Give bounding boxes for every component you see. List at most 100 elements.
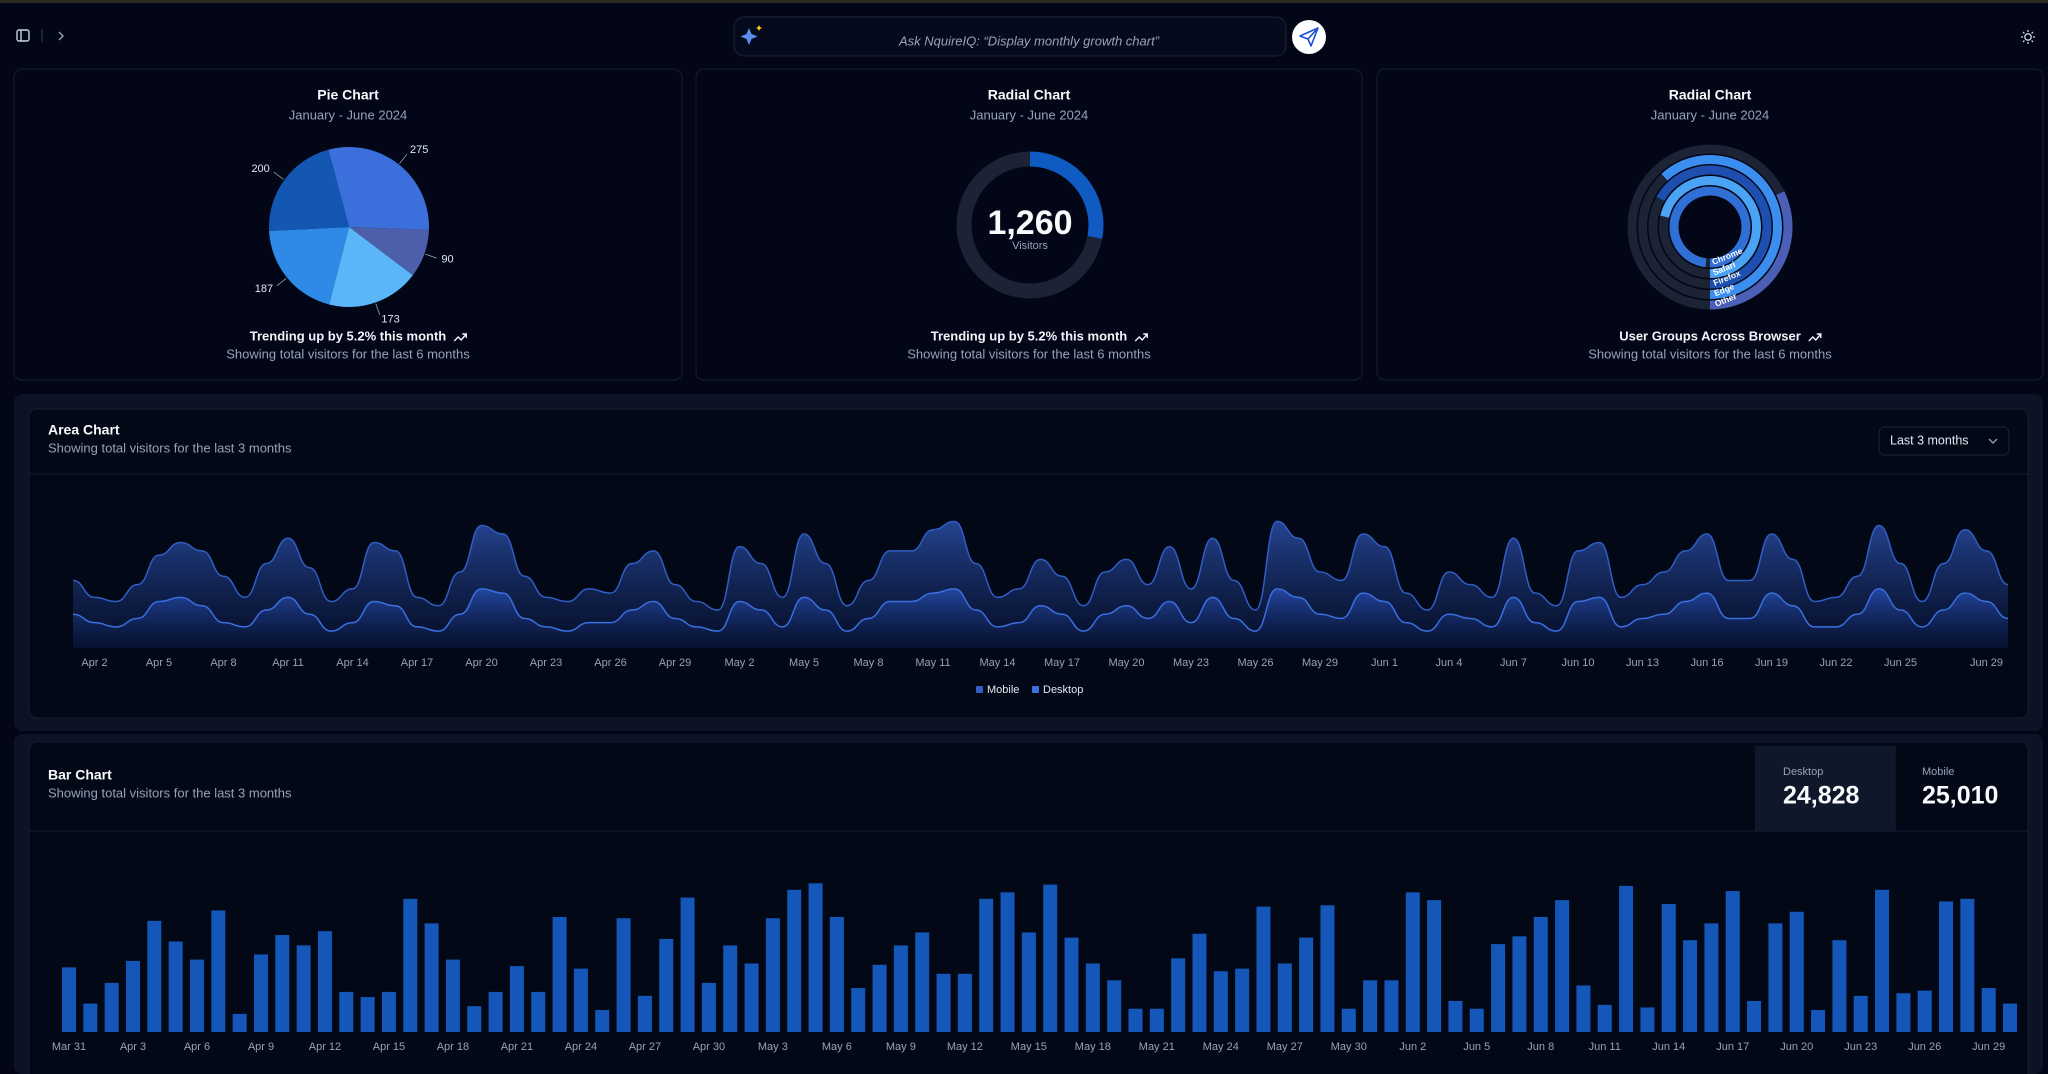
x-tick-label: Apr 3 bbox=[120, 1041, 146, 1053]
top-edge bbox=[0, 0, 2048, 3]
x-tick-label: Jun 19 bbox=[1755, 657, 1788, 669]
x-tick-label: Jun 16 bbox=[1690, 657, 1723, 669]
bar bbox=[659, 938, 674, 1032]
radial-bar bbox=[1669, 186, 1751, 268]
x-tick-label: May 6 bbox=[822, 1041, 852, 1053]
bar bbox=[1213, 971, 1228, 1032]
bar bbox=[339, 991, 354, 1032]
x-tick-label: Apr 12 bbox=[309, 1041, 341, 1053]
trend-icon bbox=[1134, 333, 1148, 342]
search-box[interactable] bbox=[733, 16, 1287, 57]
bar bbox=[232, 1013, 247, 1032]
radial-arc bbox=[1029, 151, 1104, 239]
theme-toggle[interactable] bbox=[2021, 30, 2035, 44]
pie-slice bbox=[269, 149, 349, 231]
legend-label: Desktop bbox=[1043, 684, 1083, 696]
bar bbox=[1981, 988, 1996, 1032]
stat-label: Mobile bbox=[1922, 766, 1954, 778]
bar bbox=[1704, 923, 1719, 1032]
bar bbox=[296, 945, 311, 1032]
x-tick-label: May 18 bbox=[1075, 1041, 1111, 1053]
bar bbox=[1960, 898, 1975, 1032]
x-tick-label: Apr 24 bbox=[565, 1041, 597, 1053]
bar bbox=[1533, 916, 1548, 1032]
search-placeholder[interactable]: Ask NquireIQ: “Display monthly growth ch… bbox=[898, 33, 1160, 48]
card-title: Radial Chart bbox=[1669, 87, 1752, 103]
radial-bar bbox=[1661, 155, 1782, 299]
bar bbox=[1597, 1004, 1612, 1032]
bar bbox=[531, 991, 546, 1032]
sidebar-toggle[interactable] bbox=[16, 29, 30, 42]
x-tick-label: Jun 17 bbox=[1716, 1041, 1749, 1053]
bar bbox=[829, 916, 844, 1032]
bar bbox=[1235, 968, 1250, 1032]
bar bbox=[893, 945, 908, 1032]
bar bbox=[595, 1010, 610, 1032]
dropdown-label[interactable]: Last 3 months bbox=[1890, 433, 1969, 447]
card-subtitle: January - June 2024 bbox=[1651, 107, 1770, 122]
stat-box-active[interactable] bbox=[1755, 746, 1895, 831]
bar bbox=[552, 916, 567, 1032]
radial-value: 1,260 bbox=[987, 204, 1072, 242]
card bbox=[695, 68, 1363, 381]
bar bbox=[1939, 901, 1954, 1032]
x-tick-label: Jun 11 bbox=[1589, 1041, 1621, 1053]
stat-label: Desktop bbox=[1783, 766, 1823, 778]
area-fill bbox=[73, 588, 2008, 648]
bar bbox=[1427, 900, 1442, 1032]
x-tick-label: Apr 17 bbox=[401, 657, 433, 669]
x-tick-label: Apr 21 bbox=[501, 1041, 533, 1053]
trend-icon bbox=[1808, 333, 1822, 342]
bar bbox=[1043, 884, 1058, 1032]
radial-caption: Visitors bbox=[1012, 240, 1048, 252]
bar bbox=[1811, 1010, 1826, 1032]
x-tick-label: Jun 1 bbox=[1371, 657, 1398, 669]
bar bbox=[381, 991, 396, 1032]
card-footer: Trending up by 5.2% this month bbox=[250, 328, 447, 343]
bar bbox=[1768, 923, 1783, 1032]
bar bbox=[1853, 995, 1868, 1032]
bar bbox=[1789, 911, 1804, 1032]
x-tick-label: May 2 bbox=[725, 657, 755, 669]
x-tick-label: May 21 bbox=[1139, 1041, 1175, 1053]
bar bbox=[872, 964, 887, 1032]
area-line bbox=[72, 520, 2009, 611]
leader-line bbox=[425, 253, 437, 259]
x-tick-label: May 20 bbox=[1108, 657, 1144, 669]
bar bbox=[723, 945, 738, 1032]
x-tick-label: Jun 23 bbox=[1844, 1041, 1877, 1053]
slice-label: 187 bbox=[255, 283, 273, 295]
bar bbox=[1085, 963, 1100, 1032]
card-title: Radial Chart bbox=[988, 87, 1071, 103]
bar bbox=[147, 920, 162, 1032]
card-title: Area Chart bbox=[48, 422, 120, 438]
card-caption: Showing total visitors for the last 6 mo… bbox=[1588, 346, 1832, 361]
x-tick-label: Jun 2 bbox=[1399, 1041, 1426, 1053]
x-tick-label: May 24 bbox=[1203, 1041, 1239, 1053]
send-button[interactable] bbox=[1292, 20, 1326, 54]
card-caption: Showing total visitors for the last 6 mo… bbox=[907, 346, 1151, 361]
x-tick-label: May 12 bbox=[947, 1041, 983, 1053]
x-tick-label: Jun 22 bbox=[1819, 657, 1852, 669]
bar bbox=[808, 883, 823, 1032]
range-dropdown[interactable] bbox=[1878, 426, 2010, 456]
x-tick-label: May 27 bbox=[1267, 1041, 1303, 1053]
sparkle-icon bbox=[740, 28, 758, 45]
bar bbox=[1555, 900, 1570, 1032]
stat-value: 25,010 bbox=[1922, 782, 1998, 810]
legend-swatch bbox=[976, 686, 983, 693]
bar bbox=[765, 918, 780, 1032]
bar bbox=[1171, 958, 1186, 1032]
x-tick-label: Apr 30 bbox=[693, 1041, 725, 1053]
bar bbox=[1299, 937, 1314, 1032]
bar bbox=[1107, 980, 1122, 1032]
x-tick-label: May 8 bbox=[854, 657, 884, 669]
radial-bar bbox=[1656, 165, 1772, 289]
bar bbox=[915, 932, 930, 1032]
x-tick-label: Jun 14 bbox=[1652, 1041, 1685, 1053]
bar bbox=[1363, 980, 1378, 1032]
bar bbox=[1448, 1000, 1463, 1032]
card-footer: Trending up by 5.2% this month bbox=[931, 328, 1128, 343]
breadcrumb-chevron[interactable] bbox=[58, 31, 64, 41]
